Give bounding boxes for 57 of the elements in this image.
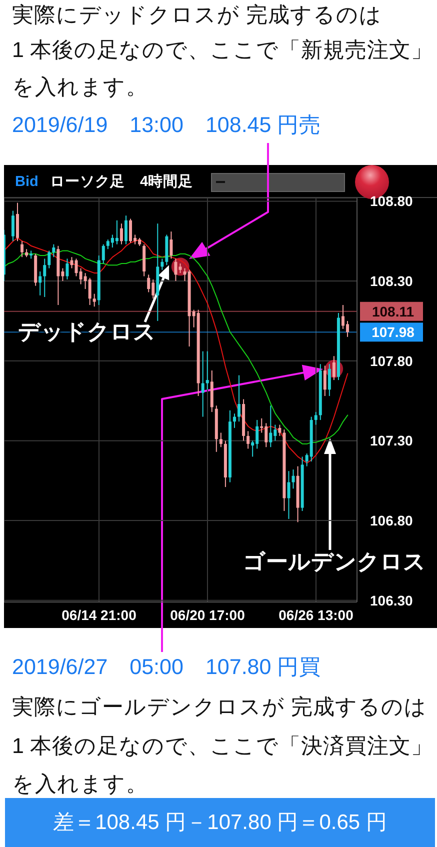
candlestick [174, 258, 178, 282]
text: を入れます。 [12, 74, 148, 101]
candlestick [219, 432, 222, 448]
text: を入れます。 [12, 771, 148, 798]
candlestick [323, 365, 326, 397]
text: 1 本後の足なので、ここで「決済買注文」 [12, 733, 433, 760]
candlestick [238, 374, 241, 422]
x-tick-label: 06/26 13:00 [278, 606, 354, 623]
candlestick [38, 270, 42, 296]
ref-line-label: 107.98 [372, 324, 415, 340]
candlestick [170, 231, 173, 260]
annotation: ゴールデンクロス [243, 548, 426, 576]
ref-line-label: 108.11 [372, 303, 414, 320]
y-tick-label: 106.80 [370, 512, 414, 529]
candlestick [120, 223, 123, 245]
candlestick [292, 468, 295, 490]
candlestick [92, 293, 96, 308]
candlestick [124, 215, 128, 245]
candlestick [48, 250, 51, 269]
candlestick [332, 356, 336, 381]
y-tick-label: 106.30 [370, 592, 414, 608]
chart-title: ローソク足 4時間足 [50, 173, 194, 191]
x-tick-label: 06/14 21:00 [62, 606, 137, 623]
text: 1 本後の足なので、ここで「新規売注文」 [12, 37, 433, 64]
y-tick-label: 107.30 [370, 432, 414, 449]
candlestick [147, 274, 150, 293]
y-tick-label: 108.30 [370, 273, 414, 290]
candlestick [269, 405, 272, 448]
candlestick [232, 413, 236, 428]
text: 2019/6/27 05:00 107.80 円買 [12, 654, 322, 681]
x-tick-label: 06/20 17:00 [170, 606, 246, 623]
text: 実際にゴールデンクロスが 完成するのは [12, 694, 427, 721]
candlestick [287, 470, 290, 520]
text: 実際にデッドクロスが 完成するのは [12, 2, 382, 29]
candlestick [66, 258, 69, 280]
text: 差＝108.45 円－107.80 円＝0.65 円 [5, 798, 435, 847]
candlestick [201, 350, 204, 418]
candlestick [11, 210, 14, 242]
candlestick [43, 258, 46, 298]
candlestick [206, 350, 209, 390]
candlestick [314, 411, 318, 426]
candlestick [129, 218, 132, 244]
y-tick-label: 108.80 [370, 193, 414, 210]
candlestick [160, 258, 164, 270]
candlestick [16, 202, 19, 242]
candlestick [70, 256, 74, 269]
y-tick-label: 107.80 [370, 352, 414, 369]
candlestick [278, 424, 282, 436]
candlestick [88, 277, 92, 306]
text: 2019/6/19 13:00 108.45 円売 [12, 112, 322, 139]
candlestick [246, 430, 250, 450]
candlestick [115, 220, 118, 245]
candlestick [102, 244, 105, 264]
text: Bid [15, 173, 38, 191]
candlestick [52, 244, 56, 258]
candlestick [20, 240, 24, 258]
candlestick [328, 364, 331, 397]
